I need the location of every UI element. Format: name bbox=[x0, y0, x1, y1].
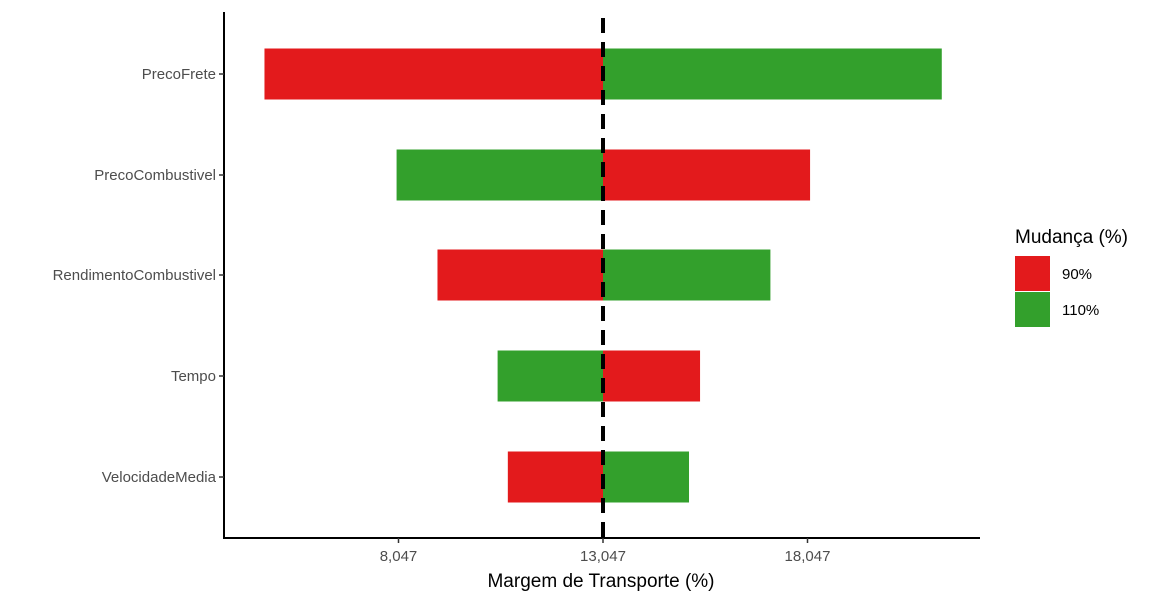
y-tick-label: Tempo bbox=[171, 368, 216, 385]
x-tick-label: 8,047 bbox=[380, 548, 418, 565]
legend-key-90pct bbox=[1015, 256, 1050, 291]
x-tick-label: 13,047 bbox=[580, 548, 626, 565]
legend-label: 110% bbox=[1062, 302, 1099, 319]
legend-items: 90% 110% bbox=[1015, 256, 1099, 327]
y-tick-label: PrecoFrete bbox=[142, 66, 216, 83]
x-axis-title: Margem de Transporte (%) bbox=[487, 571, 714, 591]
bar-VelocidadeMedia-90pct bbox=[507, 451, 603, 503]
bar-PrecoFrete-90pct bbox=[264, 48, 603, 100]
bar-Tempo-90pct bbox=[603, 350, 701, 402]
legend-key-110pct bbox=[1015, 292, 1050, 327]
x-axis-ticks: 8,047 13,047 18,047 bbox=[380, 538, 831, 565]
y-tick-label: PrecoCombustivel bbox=[94, 167, 216, 184]
legend-label: 90% bbox=[1062, 266, 1092, 283]
y-tick-label: VelocidadeMedia bbox=[102, 469, 217, 486]
bar-RendimentoCombustivel-90pct bbox=[437, 249, 603, 301]
bar-PrecoFrete-110pct bbox=[603, 48, 942, 100]
x-tick-label: 18,047 bbox=[785, 548, 831, 565]
bar-PrecoCombustivel-110pct bbox=[396, 149, 603, 201]
legend-title: Mudança (%) bbox=[1015, 227, 1128, 248]
bar-VelocidadeMedia-110pct bbox=[603, 451, 690, 503]
bar-Tempo-110pct bbox=[497, 350, 603, 402]
bar-RendimentoCombustivel-110pct bbox=[603, 249, 771, 301]
legend: Mudança (%) 90% 110% bbox=[1015, 227, 1128, 327]
bars-layer bbox=[264, 48, 942, 503]
bar-PrecoCombustivel-90pct bbox=[603, 149, 811, 201]
y-axis-ticks: PrecoFrete PrecoCombustivel RendimentoComb… bbox=[53, 66, 224, 486]
y-tick-label: RendimentoCombustivel bbox=[53, 267, 216, 284]
